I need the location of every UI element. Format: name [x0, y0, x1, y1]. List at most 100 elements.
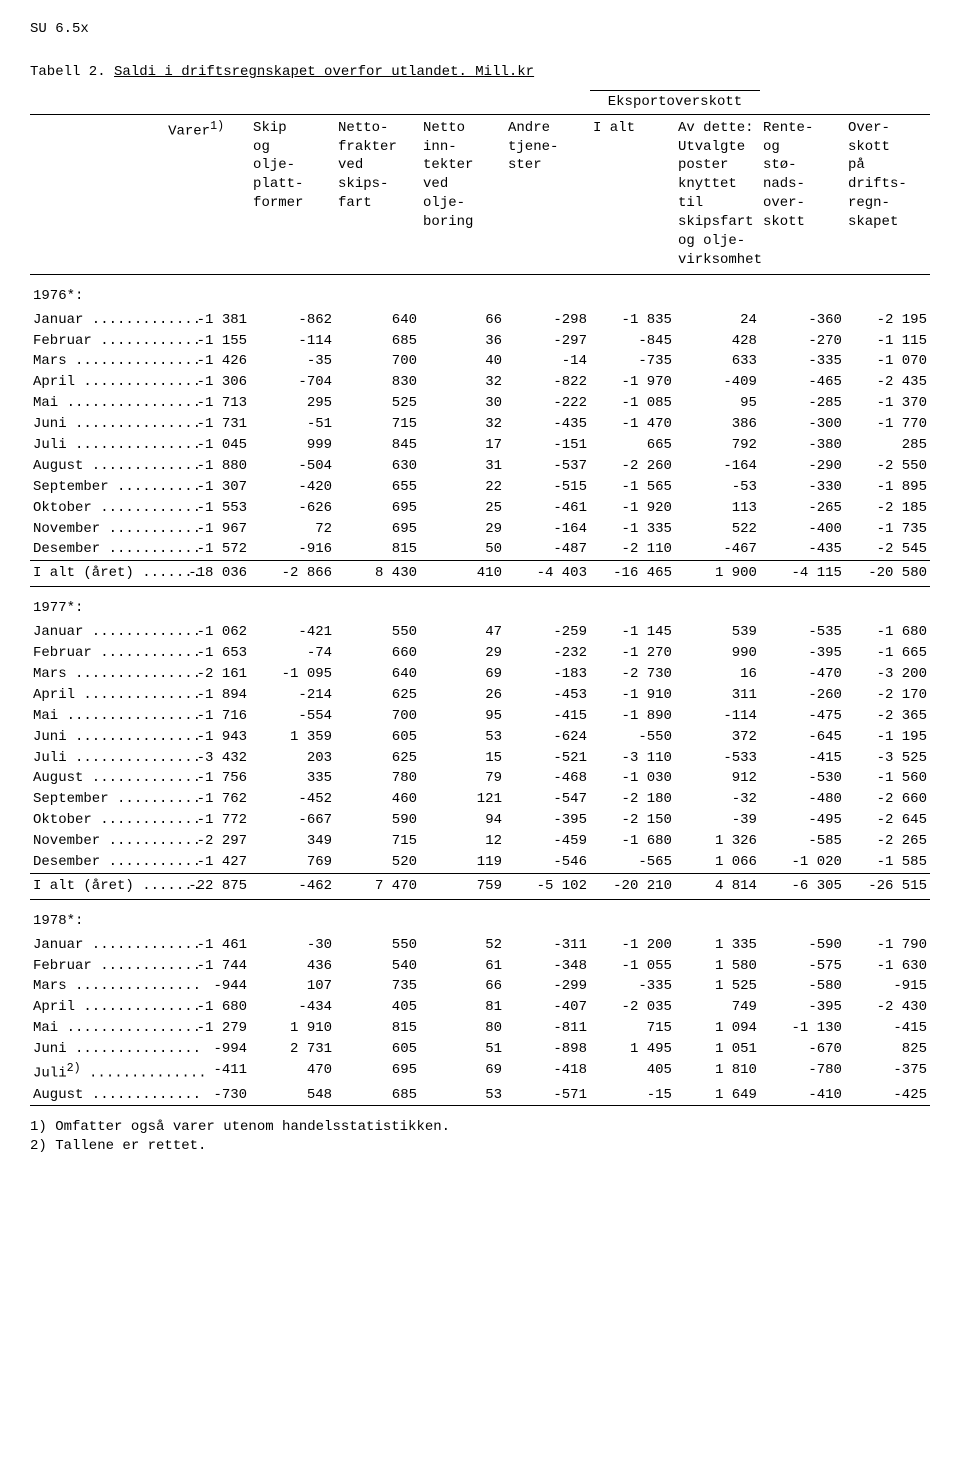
cell: 12	[420, 831, 505, 852]
cell: 685	[335, 331, 420, 352]
table-row: Juli2) ..............-41147069569-418405…	[30, 1060, 930, 1085]
cell: 1 810	[675, 1060, 760, 1085]
cell: 685	[335, 1085, 420, 1106]
cell: -735	[590, 351, 675, 372]
cell: 72	[250, 519, 335, 540]
cell: -2 730	[590, 664, 675, 685]
total-cell: 410	[420, 561, 505, 587]
cell: 95	[420, 706, 505, 727]
cell: -1 270	[590, 643, 675, 664]
title-underlined: Saldi i driftsregnskapet overfor utlande…	[114, 64, 534, 80]
total-cell: -4 403	[505, 561, 590, 587]
total-cell: -462	[250, 873, 335, 899]
cell: 825	[845, 1039, 930, 1060]
total-cell: -6 305	[760, 873, 845, 899]
cell: -259	[505, 622, 590, 643]
cell: -1 115	[845, 331, 930, 352]
cell: -164	[675, 456, 760, 477]
cell: 311	[675, 685, 760, 706]
cell: -375	[845, 1060, 930, 1085]
table-row: Mars ...............-2 161-1 09564069-18…	[30, 664, 930, 685]
cell: 470	[250, 1060, 335, 1085]
row-label: Juli ...............	[30, 435, 165, 456]
cell: -415	[845, 1018, 930, 1039]
cell: -521	[505, 748, 590, 769]
eksport-group-header: Eksportoverskott	[590, 90, 760, 114]
cell: 79	[420, 768, 505, 789]
row-label: April ..............	[30, 997, 165, 1018]
total-label: I alt (året) .......	[30, 561, 165, 587]
cell: -811	[505, 1018, 590, 1039]
cell: 665	[590, 435, 675, 456]
cell: 32	[420, 414, 505, 435]
cell: -1 335	[590, 519, 675, 540]
cell: -2 265	[845, 831, 930, 852]
cell: 50	[420, 539, 505, 560]
cell: -151	[505, 435, 590, 456]
cell: -2 035	[590, 997, 675, 1018]
col-varer: Varer1)	[165, 114, 250, 274]
row-label: Juni ...............	[30, 414, 165, 435]
cell: 51	[420, 1039, 505, 1060]
cell: -3 200	[845, 664, 930, 685]
cell: 31	[420, 456, 505, 477]
cell: 780	[335, 768, 420, 789]
cell: -1 890	[590, 706, 675, 727]
cell: 695	[335, 498, 420, 519]
cell: -183	[505, 664, 590, 685]
row-label: Mai ................	[30, 706, 165, 727]
cell: -232	[505, 643, 590, 664]
cell: 36	[420, 331, 505, 352]
cell: -1 565	[590, 477, 675, 498]
cell: -822	[505, 372, 590, 393]
cell: 94	[420, 810, 505, 831]
cell: -667	[250, 810, 335, 831]
cell: 999	[250, 435, 335, 456]
table-row: Oktober ............-1 772-66759094-395-…	[30, 810, 930, 831]
footnote-1: 1) Omfatter også varer utenom handelssta…	[30, 1118, 930, 1137]
cell: -311	[505, 935, 590, 956]
cell: -348	[505, 956, 590, 977]
cell: 295	[250, 393, 335, 414]
cell: -298	[505, 310, 590, 331]
table-row: Februar ............-1 74443654061-348-1…	[30, 956, 930, 977]
cell: 830	[335, 372, 420, 393]
cell: 22	[420, 477, 505, 498]
cell: 815	[335, 1018, 420, 1039]
cell: -270	[760, 331, 845, 352]
cell: 40	[420, 351, 505, 372]
total-cell: -2 866	[250, 561, 335, 587]
cell: 66	[420, 976, 505, 997]
cell: -580	[760, 976, 845, 997]
row-label: Mai ................	[30, 393, 165, 414]
cell: 1 066	[675, 852, 760, 873]
cell: 845	[335, 435, 420, 456]
cell: -452	[250, 789, 335, 810]
cell: -2 550	[845, 456, 930, 477]
cell: -530	[760, 768, 845, 789]
cell: -1 895	[845, 477, 930, 498]
footnote-2: 2) Tallene er rettet.	[30, 1137, 930, 1156]
cell: 460	[335, 789, 420, 810]
total-cell: -26 515	[845, 873, 930, 899]
row-label: Februar ............	[30, 956, 165, 977]
col-skip: Skipogolje-platt-former	[250, 114, 335, 274]
total-row: I alt (året) .......-22 875-4627 470759-…	[30, 873, 930, 899]
cell: -461	[505, 498, 590, 519]
cell: 695	[335, 1060, 420, 1085]
cell: 630	[335, 456, 420, 477]
cell: -1 030	[590, 768, 675, 789]
cell: 2 731	[250, 1039, 335, 1060]
data-table: Eksportoverskott Varer1) Skipogolje-plat…	[30, 90, 930, 1107]
cell: 107	[250, 976, 335, 997]
cell: -475	[760, 706, 845, 727]
cell: -1 130	[760, 1018, 845, 1039]
cell: -407	[505, 997, 590, 1018]
cell: 695	[335, 519, 420, 540]
row-label: Januar .............	[30, 935, 165, 956]
table-row: Mars ...............-1 426-3570040-14-73…	[30, 351, 930, 372]
total-cell: -5 102	[505, 873, 590, 899]
table-row: April ..............-1 894-21462526-453-…	[30, 685, 930, 706]
cell: -453	[505, 685, 590, 706]
cell: 769	[250, 852, 335, 873]
